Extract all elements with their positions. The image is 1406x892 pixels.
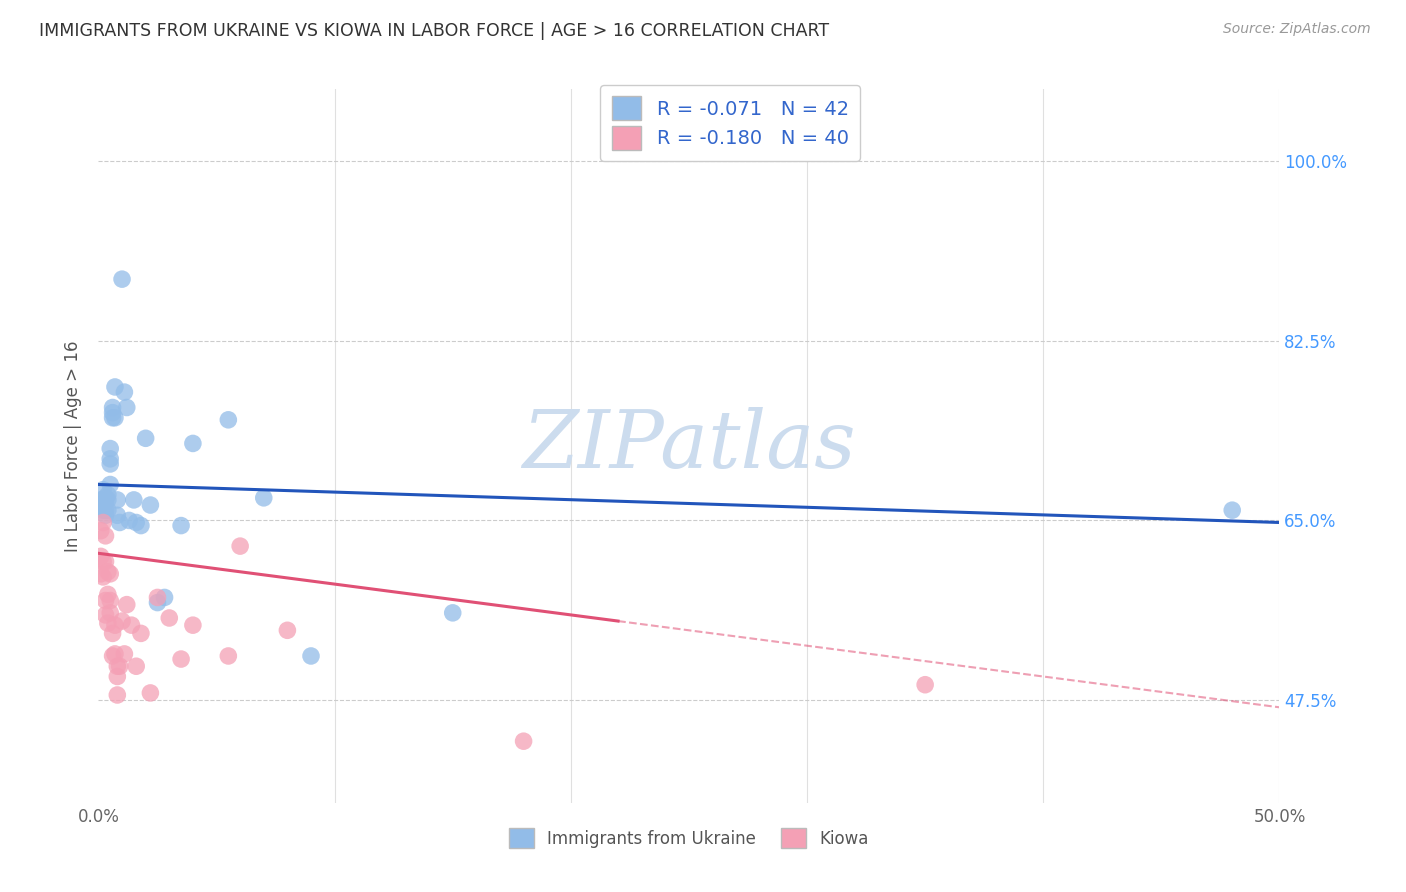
Point [94, 593, 117, 607]
Point [115, 401, 138, 415]
Point [112, 385, 135, 400]
Point [90, 492, 112, 507]
Point [139, 686, 162, 700]
Point [94, 495, 117, 509]
Point [97, 587, 120, 601]
Point [97, 503, 120, 517]
Point [105, 669, 128, 683]
Point [94, 554, 117, 568]
Point [98, 442, 121, 456]
Point [146, 591, 169, 605]
Point [98, 451, 121, 466]
Legend: Immigrants from Ukraine, Kiowa: Immigrants from Ukraine, Kiowa [502, 822, 876, 855]
Point [90, 549, 112, 564]
Point [139, 498, 162, 512]
Point [217, 413, 239, 427]
Point [121, 618, 143, 632]
Point [91, 498, 114, 512]
Point [276, 624, 298, 638]
Point [181, 436, 204, 450]
Point [108, 516, 131, 530]
Point [111, 614, 134, 628]
Point [90, 498, 112, 512]
Point [104, 380, 127, 394]
Point [1220, 503, 1243, 517]
Point [299, 648, 322, 663]
Point [101, 406, 124, 420]
Point [101, 401, 124, 415]
Point [125, 516, 148, 530]
Point [104, 647, 127, 661]
Point [98, 606, 121, 620]
Point [108, 659, 131, 673]
Point [91, 483, 114, 497]
Point [135, 431, 157, 445]
Point [98, 477, 121, 491]
Point [111, 272, 134, 286]
Point [105, 492, 128, 507]
Point [129, 626, 152, 640]
Point [98, 593, 121, 607]
Text: Source: ZipAtlas.com: Source: ZipAtlas.com [1223, 22, 1371, 37]
Point [181, 618, 204, 632]
Point [170, 518, 193, 533]
Point [914, 678, 936, 692]
Point [122, 492, 145, 507]
Point [125, 659, 148, 673]
Point [101, 410, 124, 425]
Point [91, 503, 114, 517]
Point [118, 513, 141, 527]
Text: ZIPatlas: ZIPatlas [522, 408, 856, 484]
Point [112, 647, 135, 661]
Point [104, 618, 127, 632]
Point [153, 591, 176, 605]
Point [97, 488, 120, 502]
Point [97, 616, 120, 631]
Point [91, 516, 114, 530]
Point [94, 529, 117, 543]
Point [98, 457, 121, 471]
Point [105, 508, 128, 523]
Point [91, 570, 114, 584]
Point [101, 648, 124, 663]
Point [115, 598, 138, 612]
Point [94, 503, 117, 517]
Point [94, 508, 117, 523]
Text: IMMIGRANTS FROM UKRAINE VS KIOWA IN LABOR FORCE | AGE > 16 CORRELATION CHART: IMMIGRANTS FROM UKRAINE VS KIOWA IN LABO… [39, 22, 830, 40]
Point [146, 596, 169, 610]
Point [157, 611, 180, 625]
Point [97, 565, 120, 579]
Point [217, 648, 239, 663]
Point [129, 518, 152, 533]
Point [105, 688, 128, 702]
Point [94, 491, 117, 505]
Point [94, 607, 117, 622]
Point [105, 659, 128, 673]
Point [229, 539, 252, 553]
Point [98, 566, 121, 581]
Point [441, 606, 464, 620]
Point [512, 734, 534, 748]
Point [253, 491, 276, 505]
Point [97, 492, 120, 507]
Point [101, 626, 124, 640]
Point [104, 410, 127, 425]
Point [90, 566, 112, 581]
Point [90, 524, 112, 538]
Point [91, 554, 114, 568]
Y-axis label: In Labor Force | Age > 16: In Labor Force | Age > 16 [65, 340, 83, 552]
Point [170, 652, 193, 666]
